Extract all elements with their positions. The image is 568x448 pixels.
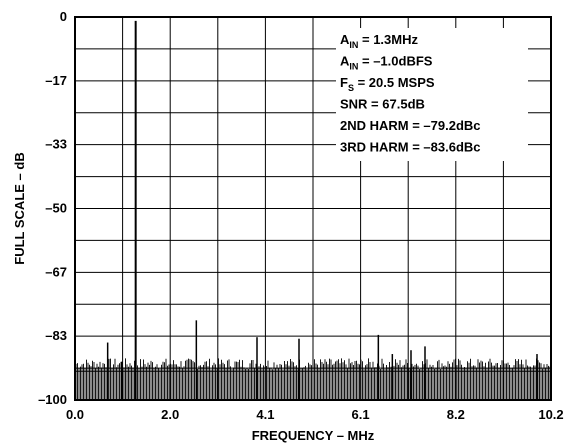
- x-tick-label: 8.2: [447, 407, 465, 422]
- annotation-line: AIN = 1.3MHz: [340, 32, 418, 50]
- x-tick-label: 4.1: [256, 407, 274, 422]
- noise-spectrum: [75, 358, 551, 400]
- y-tick-labels: 0 –17 –33 –50 –67 –83 –100: [38, 9, 67, 407]
- y-tick-label: –17: [45, 73, 67, 88]
- y-tick-label: –83: [45, 328, 67, 343]
- annotation-bg: [336, 28, 528, 161]
- noise-floor: [75, 358, 551, 400]
- y-tick-label: –50: [45, 201, 67, 216]
- y-axis-label: FULL SCALE – dB: [12, 152, 27, 264]
- x-tick-label: 2.0: [161, 407, 179, 422]
- y-tick-label: –100: [38, 392, 67, 407]
- x-axis-label: FREQUENCY – MHz: [252, 428, 375, 443]
- annotation-line: FS = 20.5 MSPS: [340, 75, 435, 93]
- y-tick-label: 0: [60, 9, 67, 24]
- annotation-box: AIN = 1.3MHz AIN = –1.0dBFS FS = 20.5 MSPS…: [336, 28, 528, 161]
- x-tick-label: 6.1: [352, 407, 370, 422]
- x-tick-label: 10.2: [538, 407, 563, 422]
- plot-frame: [74, 16, 552, 401]
- annotation-line: 2ND HARM = –79.2dBc: [340, 118, 481, 133]
- annotation-line: 3RD HARM = –83.6dBc: [340, 140, 481, 155]
- y-tick-label: –33: [45, 137, 67, 152]
- x-tick-labels: 0.0 2.0 4.1 6.1 8.2 10.2: [66, 407, 564, 422]
- annotation-line: SNR = 67.5dB: [340, 97, 425, 112]
- y-tick-label: –67: [45, 264, 67, 279]
- annotation-line: AIN = –1.0dBFS: [340, 54, 433, 72]
- x-tick-label: 0.0: [66, 407, 84, 422]
